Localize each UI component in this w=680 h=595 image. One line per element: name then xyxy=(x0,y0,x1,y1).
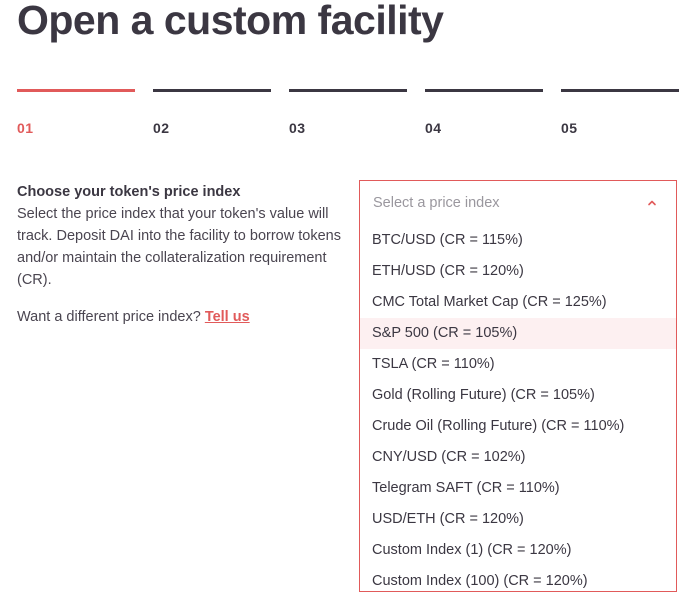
page-title: Open a custom facility xyxy=(17,0,444,43)
option-btc-usd[interactable]: BTC/USD (CR = 115%) xyxy=(372,232,523,248)
step-4-bar xyxy=(425,89,543,92)
option-gold[interactable]: Gold (Rolling Future) (CR = 105%) xyxy=(372,387,595,403)
section-description: Select the price index that your token's… xyxy=(17,206,341,288)
step-5: 05 xyxy=(561,89,679,136)
step-1: 01 xyxy=(17,89,135,136)
section-heading: Choose your token's price index xyxy=(17,184,241,200)
price-index-select[interactable]: Select a price index xyxy=(360,181,676,225)
intro-section: Choose your token's price index Select t… xyxy=(17,181,347,328)
step-2: 02 xyxy=(153,89,271,136)
step-5-bar xyxy=(561,89,679,92)
price-index-dropdown: Select a price index BTC/USD (CR = 115%)… xyxy=(359,180,677,592)
price-index-options: BTC/USD (CR = 115%) ETH/USD (CR = 120%) … xyxy=(360,225,676,591)
option-cny-usd[interactable]: CNY/USD (CR = 102%) xyxy=(372,449,526,465)
step-progress: 01 02 03 04 05 xyxy=(17,89,680,139)
step-2-label: 02 xyxy=(153,120,170,136)
option-telegram-saft[interactable]: Telegram SAFT (CR = 110%) xyxy=(372,480,560,496)
step-3-label: 03 xyxy=(289,120,306,136)
contact-line: Want a different price index? Tell us xyxy=(17,306,347,328)
option-eth-usd[interactable]: ETH/USD (CR = 120%) xyxy=(372,263,524,279)
select-placeholder: Select a price index xyxy=(373,195,500,211)
contact-prompt: Want a different price index? xyxy=(17,309,201,325)
step-1-bar xyxy=(17,89,135,92)
option-crude-oil[interactable]: Crude Oil (Rolling Future) (CR = 110%) xyxy=(372,418,625,434)
step-3-bar xyxy=(289,89,407,92)
option-sp500[interactable]: S&P 500 (CR = 105%) xyxy=(360,318,676,349)
step-3: 03 xyxy=(289,89,407,136)
chevron-up-icon xyxy=(648,200,656,206)
option-usd-eth[interactable]: USD/ETH (CR = 120%) xyxy=(372,511,524,527)
option-custom-index-100[interactable]: Custom Index (100) (CR = 120%) xyxy=(372,573,588,589)
option-custom-index-1[interactable]: Custom Index (1) (CR = 120%) xyxy=(372,542,572,558)
step-4: 04 xyxy=(425,89,543,136)
step-1-label: 01 xyxy=(17,120,34,136)
option-cmc-total-market-cap[interactable]: CMC Total Market Cap (CR = 125%) xyxy=(372,294,607,310)
step-4-label: 04 xyxy=(425,120,442,136)
tell-us-link[interactable]: Tell us xyxy=(204,309,250,325)
step-5-label: 05 xyxy=(561,120,578,136)
step-2-bar xyxy=(153,89,271,92)
option-tsla[interactable]: TSLA (CR = 110%) xyxy=(372,356,495,372)
